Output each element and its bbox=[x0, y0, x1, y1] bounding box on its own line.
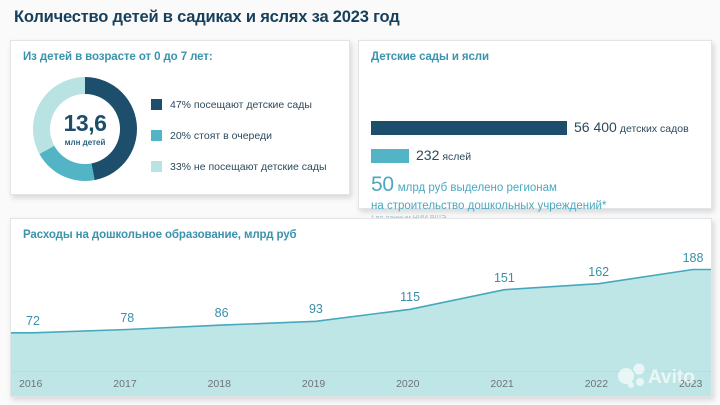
funding-amount-caption: млрд руб выделено регионам bbox=[397, 182, 557, 194]
data-label: 86 bbox=[214, 306, 229, 321]
area-chart-svg bbox=[11, 268, 711, 396]
data-label: 151 bbox=[493, 270, 515, 285]
bar-value: 232 bbox=[416, 147, 440, 163]
bar-unit: яслей bbox=[442, 151, 472, 163]
donut-center-value: 13,6 bbox=[63, 109, 107, 136]
x-axis-label: 2016 bbox=[19, 378, 43, 390]
funding-line-1: 50 млрд руб выделено регионам bbox=[371, 173, 606, 197]
funding-amount: 50 bbox=[371, 173, 394, 196]
legend-item: 20% стоят в очереди bbox=[151, 120, 341, 151]
right-panel-title: Детские сады и ясли bbox=[371, 51, 489, 63]
bar-fill-kindergartens bbox=[371, 121, 567, 135]
bar-value: 56 400 bbox=[574, 119, 617, 135]
x-axis-label: 2021 bbox=[490, 378, 514, 390]
legend-swatch-teal bbox=[151, 130, 162, 141]
bottom-panel-title: Расходы на дошкольное образование, млрд … bbox=[23, 229, 297, 241]
bar-caption: 56 400 детских садов bbox=[574, 119, 689, 137]
x-axis-label: 2018 bbox=[207, 378, 231, 390]
legend-swatch-light-teal bbox=[151, 161, 162, 172]
card-spending-chart: Расходы на дошкольное образование, млрд … bbox=[10, 218, 712, 397]
area-fill bbox=[11, 269, 711, 396]
bar-unit: детских садов bbox=[619, 123, 689, 135]
legend-item: 47% посещают детские сады bbox=[151, 89, 341, 120]
legend-swatch-navy bbox=[151, 99, 162, 110]
donut-center-unit: млн детей bbox=[64, 137, 106, 147]
area-line bbox=[11, 268, 711, 334]
data-label: 162 bbox=[588, 264, 610, 279]
donut-chart: 13,6 млн детей bbox=[33, 77, 137, 181]
data-label: 72 bbox=[26, 313, 40, 328]
legend-label: 33% не посещают детские сады bbox=[170, 160, 327, 173]
bar-row-nurseries: 232 яслей bbox=[371, 147, 471, 165]
x-axis-label: 2020 bbox=[396, 378, 420, 390]
legend-label: 20% стоят в очереди bbox=[170, 129, 272, 142]
x-axis-label: 2019 bbox=[301, 378, 326, 390]
data-label: 115 bbox=[400, 290, 421, 305]
bar-row-kindergartens: 56 400 детских садов bbox=[371, 119, 689, 137]
bar-fill-nurseries bbox=[371, 149, 409, 163]
donut-center: 13,6 млн детей bbox=[50, 94, 120, 164]
legend-item: 33% не посещают детские сады bbox=[151, 151, 341, 182]
funding-line-2: на строительство дошкольных учреждений* bbox=[371, 200, 607, 212]
x-axis-label: 2017 bbox=[113, 378, 137, 390]
donut-legend: 47% посещают детские сады 20% стоят в оч… bbox=[151, 89, 341, 182]
page-title: Количество детей в садиках и яслях за 20… bbox=[14, 8, 400, 26]
funding-highlight: 50 млрд руб выделено регионам на строител… bbox=[371, 173, 606, 222]
x-axis-label: 2022 bbox=[584, 378, 609, 390]
bar-caption: 232 яслей bbox=[416, 147, 471, 165]
x-axis-label: 2023 bbox=[679, 378, 703, 390]
legend-label: 47% посещают детские сады bbox=[170, 98, 312, 111]
card-kindergartens: Детские сады и ясли 56 400 детских садов … bbox=[358, 40, 712, 222]
left-panel-title: Из детей в возрасте от 0 до 7 лет: bbox=[23, 51, 213, 63]
data-label: 93 bbox=[308, 302, 323, 317]
data-label: 78 bbox=[120, 310, 135, 325]
card-age-breakdown: Из детей в возрасте от 0 до 7 лет: 13,6 … bbox=[10, 40, 350, 195]
data-label: 188 bbox=[682, 250, 704, 265]
x-axis-line bbox=[11, 371, 711, 372]
